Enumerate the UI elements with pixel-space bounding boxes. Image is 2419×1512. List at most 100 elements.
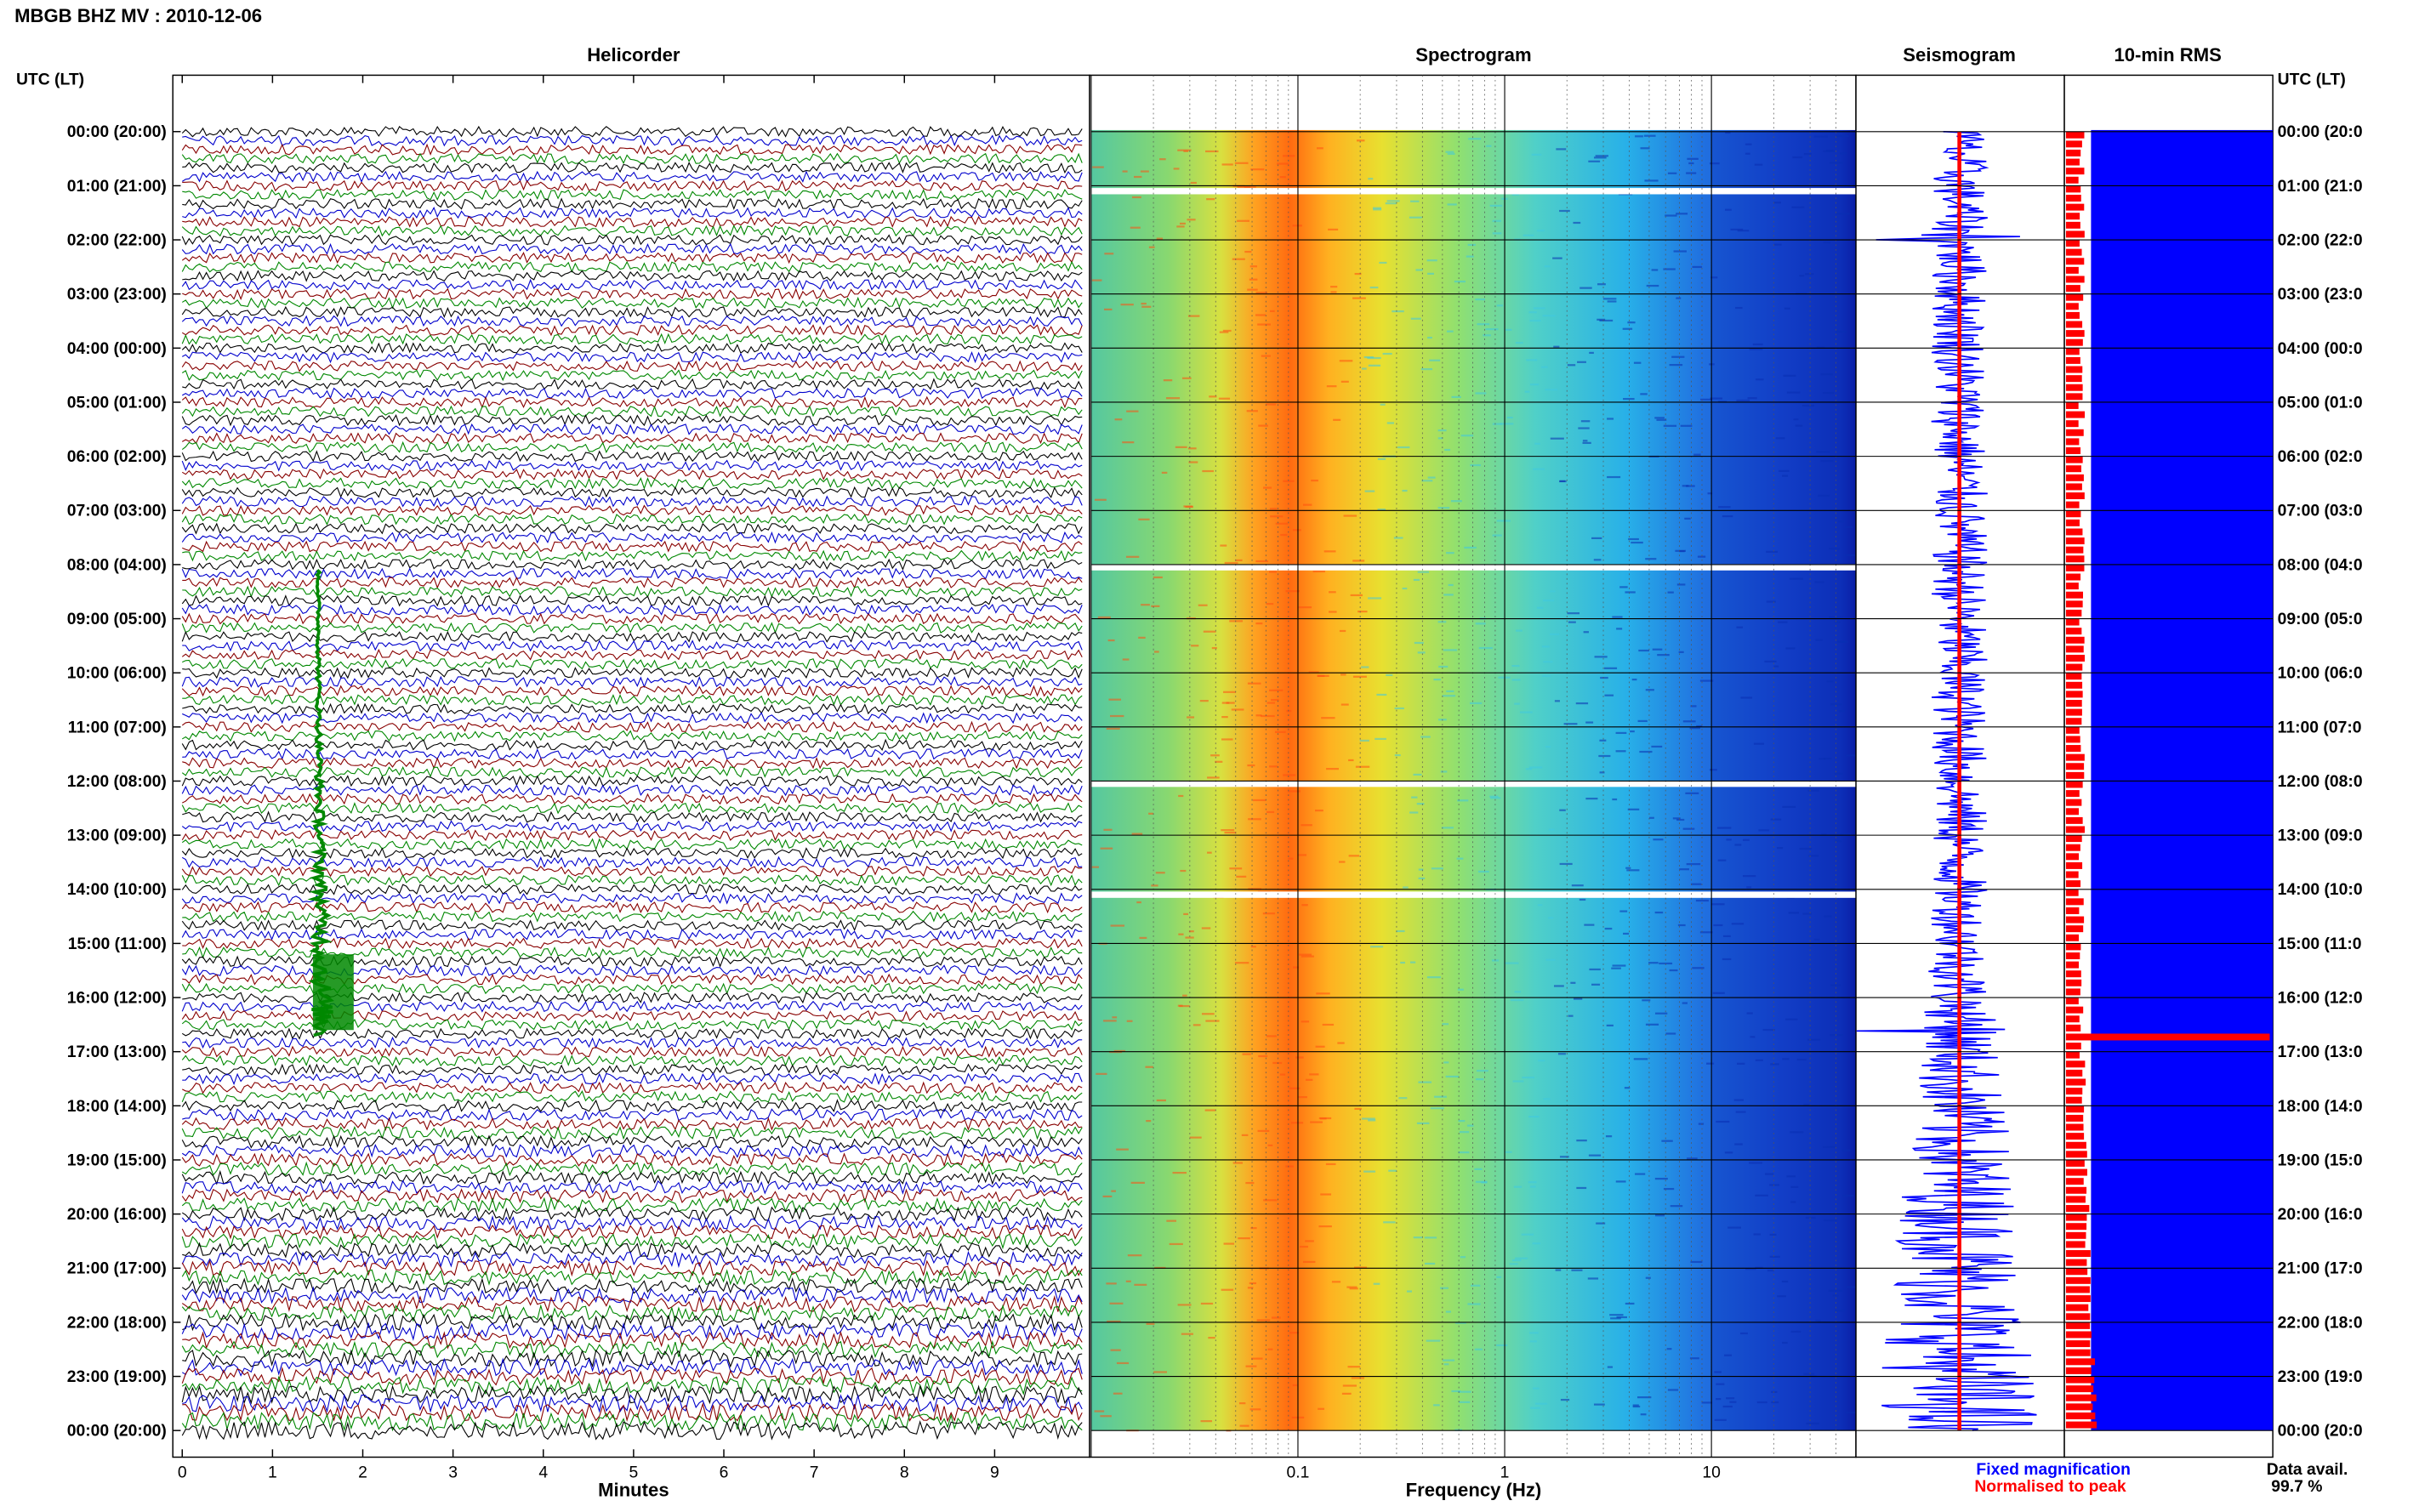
spectrogram-speckle [1418, 877, 1426, 880]
time-label-left: 01:00 (21:00) [67, 177, 167, 196]
spectrogram-speckle [1187, 315, 1200, 317]
spectrogram-speckle [1667, 1389, 1679, 1391]
spectrogram-speckle [1632, 1404, 1639, 1407]
rms-bar [2065, 1403, 2093, 1411]
helicorder-trace-row [181, 775, 1083, 787]
spectrogram-speckle [1437, 429, 1447, 432]
helicorder-x-tick-label: 4 [538, 1463, 548, 1481]
spectrogram-speckle [1542, 315, 1556, 317]
spectrogram-speckle [1619, 586, 1628, 588]
spectrogram-speckle [1448, 583, 1454, 587]
spectrogram-speckle [1661, 1140, 1673, 1142]
spectrogram-speckle [1292, 1384, 1298, 1387]
spectrogram-speckle [1642, 999, 1651, 1002]
time-label-left: 04:00 (00:00) [67, 339, 167, 358]
spectrogram-speckle [1550, 633, 1560, 635]
spectrogram-speckle [1690, 705, 1697, 708]
spectrogram-speckle [1756, 1401, 1767, 1404]
rms-bar [2065, 1006, 2084, 1014]
spectrogram-speckle [1607, 300, 1617, 303]
spectrogram-speckle [1697, 555, 1706, 558]
helicorder-trace-row [182, 702, 1083, 715]
spectrogram-speckle [1773, 243, 1782, 246]
rms-bar [2065, 1358, 2096, 1366]
spectrogram-speckle [1138, 518, 1150, 520]
spectrogram-speckle [1489, 204, 1503, 207]
time-label-right: 12:00 (08:0 [2278, 772, 2363, 791]
helicorder-x-tick-label: 2 [358, 1463, 367, 1481]
spectrogram-speckle [1245, 1365, 1257, 1367]
time-label-right: 05:00 (01:0 [2278, 393, 2363, 412]
helicorder-trace-row [181, 1233, 1083, 1250]
spectrogram-speckle [1511, 1259, 1522, 1262]
spectrogram-speckle [1470, 463, 1481, 467]
spectrogram-speckle [1492, 534, 1502, 537]
spectrogram-speckle [1597, 318, 1606, 321]
spectrogram-speckle [1460, 1256, 1466, 1259]
helicorder-trace-row [182, 270, 1083, 282]
helicorder-trace-row [182, 540, 1083, 553]
spectrogram-speckle [1784, 307, 1790, 310]
time-label-left: 16:00 (12:00) [67, 988, 167, 1007]
spectrogram-speckle [1182, 994, 1187, 997]
spectrogram-speckle [1320, 1193, 1332, 1196]
spectrogram-speckle [1669, 364, 1683, 367]
spectrogram-speckle [1187, 716, 1195, 719]
helicorder-trace-row [181, 901, 1083, 914]
helicorder-trace-row [181, 847, 1083, 860]
spectrogram-speckle [1654, 911, 1664, 914]
rms-bar [2065, 1394, 2097, 1401]
spectrogram-speckle [1207, 776, 1220, 779]
spectrogram-speckle [1446, 690, 1454, 693]
helicorder-x-tick-label: 3 [448, 1463, 458, 1481]
helicorder-trace-row [181, 1419, 1083, 1441]
spectrogram-speckle [1597, 283, 1606, 286]
spectrogram-speckle [1466, 255, 1474, 258]
spectrogram-speckle [1319, 1117, 1327, 1120]
spectrogram-speckle [1603, 667, 1618, 669]
spectrogram-speckle [1822, 391, 1835, 395]
spectrogram-speckle [1516, 629, 1523, 632]
spectrogram-speckle [1424, 1236, 1437, 1239]
spectrogram-speckle [1840, 152, 1847, 155]
helicorder-trace-row [181, 413, 1083, 427]
spectrogram-speckle [1369, 286, 1379, 289]
spectrogram-speckle [1667, 172, 1677, 174]
spectrogram-speckle [1191, 645, 1199, 647]
spectrogram-speckle [1511, 679, 1521, 681]
spectrogram-speckle [1832, 1294, 1839, 1297]
spectrogram-speckle [1726, 1397, 1735, 1400]
helicorder-trace-row [181, 883, 1083, 895]
spectrogram-speckle [1248, 818, 1261, 821]
spectrogram-speckle [1747, 397, 1757, 400]
spectrogram-speckle [1676, 583, 1686, 586]
spectrogram-speckle [1467, 1303, 1481, 1305]
time-label-right: 02:00 (22:0 [2278, 231, 2363, 250]
spectrogram-speckle [1377, 509, 1386, 511]
spectrogram-speckle [1314, 810, 1323, 812]
spectrogram-speckle [1580, 420, 1591, 423]
rms-bar [2065, 799, 2082, 806]
spectrogram-speckle [1275, 730, 1286, 733]
spectrogram-speckle [1229, 867, 1243, 870]
helicorder-trace-row [181, 360, 1083, 372]
time-label-left: 08:00 (04:00) [67, 555, 167, 574]
spectrogram-speckle [1309, 1073, 1319, 1076]
spectrogram-speckle [1414, 641, 1424, 645]
spectrogram-speckle [1250, 1227, 1257, 1230]
spectrogram-speckle [1122, 658, 1130, 661]
spectrogram-speckle [1325, 1162, 1336, 1166]
helicorder-trace-row [181, 531, 1083, 544]
spectrogram-speckle [1475, 298, 1485, 301]
helicorder-trace-row [182, 1313, 1083, 1332]
spectrogram-speckle [1522, 1076, 1534, 1079]
spectrogram-speckle [1673, 250, 1687, 253]
spectrogram-speckle [1437, 437, 1443, 440]
spectrogram-speckle [1633, 361, 1642, 364]
time-label-left: 13:00 (09:00) [67, 827, 167, 845]
spectrogram-speckle [1523, 234, 1534, 236]
spectrogram-speckle [1758, 829, 1770, 832]
spectrogram-speckle [1745, 1268, 1756, 1270]
rms-bar [2065, 321, 2083, 328]
spectrogram-speckle [1255, 560, 1269, 563]
